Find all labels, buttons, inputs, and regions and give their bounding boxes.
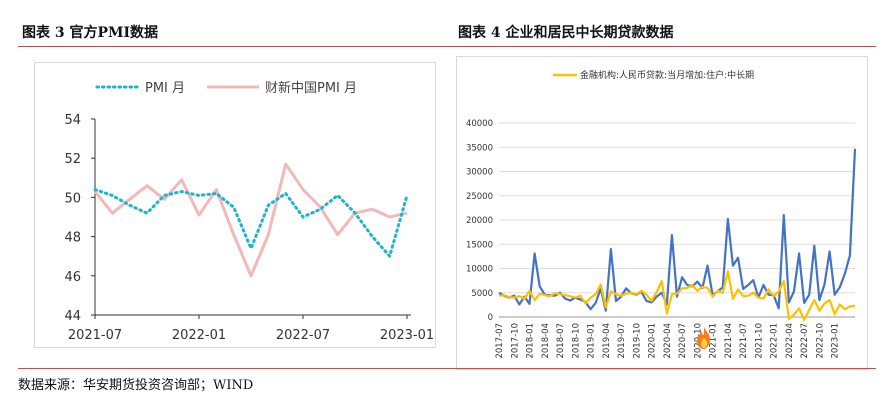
x-tick-label: 2019-07 [617, 323, 627, 359]
y-tick-label: 30000 [466, 168, 493, 178]
legend-label-household-loans: 金融机构:人民币贷款:当月增加:住户:中长期 [580, 69, 754, 81]
x-tick-label: 2021-07 [68, 328, 122, 343]
y-tick-label: 10000 [466, 265, 493, 275]
y-tick-label: 5000 [471, 289, 493, 299]
x-tick-label: 2019-10 [632, 323, 642, 359]
x-tick-label: 2022-07 [276, 328, 330, 343]
y-tick-label: 0 [488, 313, 493, 323]
pmi-chart: 44 46 48 50 52 54 2021-07 2022-01 2022-07 2023-01… [64, 80, 434, 343]
left-figure-title: 图表 3 官方PMI数据 [22, 25, 159, 41]
title-rule [18, 46, 876, 47]
x-tick-label: 2023-01 [831, 323, 841, 359]
x-tick-label: 2023-01 [380, 328, 434, 343]
x-tick-label: 2022-01 [770, 323, 780, 359]
x-tick-label: 2020-01 [648, 323, 658, 359]
x-tick-label: 2022-01 [172, 328, 226, 343]
right-figure-title: 图表 4 企业和居民中长期贷款数据 [458, 25, 674, 41]
y-tick-label: 25000 [466, 192, 493, 202]
y-tick-label: 46 [64, 270, 81, 285]
x-tick-label: 2022-07 [800, 323, 810, 359]
y-tick-label: 35000 [466, 143, 493, 153]
legend-label-official-pmi: PMI 月 [145, 81, 185, 96]
x-tick-label: 2019-01 [587, 323, 597, 359]
source-note: 数据来源：华安期货投资咨询部；WIND [18, 378, 254, 393]
series-enterprise-long-term-loans [498, 148, 857, 312]
loan-chart-panel: 0 5000 10000 15000 20000 25000 30000 35000 40000… [456, 56, 868, 370]
y-tick-label: 52 [64, 152, 81, 167]
legend-label-caixin-pmi: 财新中国PMI 月 [265, 80, 357, 96]
x-tick-label: 2021-01 [709, 323, 719, 359]
y-tick-label: 40000 [466, 119, 493, 129]
flame-icon [697, 327, 711, 349]
y-tick-label: 20000 [466, 216, 493, 226]
x-tick-label: 2020-04 [663, 323, 673, 359]
x-tick-label: 2022-10 [815, 323, 825, 359]
x-tick-label: 2018-01 [526, 323, 536, 359]
x-tick-label: 2019-04 [602, 323, 612, 359]
x-tick-label: 2018-10 [571, 323, 581, 359]
y-tick-label: 15000 [466, 240, 493, 250]
x-tick-label: 2022-04 [785, 323, 795, 359]
y-tick-label: 50 [64, 191, 81, 206]
x-tick-label: 2021-04 [724, 323, 734, 359]
x-tick-label: 2021-10 [754, 323, 764, 359]
x-tick-label: 2021-07 [739, 323, 749, 359]
y-tick-label: 48 [64, 231, 81, 246]
footer-rule [18, 368, 876, 369]
y-tick-label: 44 [64, 309, 81, 324]
x-tick-label: 2017-10 [510, 323, 520, 359]
x-tick-label: 2017-07 [495, 323, 505, 359]
y-tick-label: 54 [64, 113, 81, 128]
loan-chart: 0 5000 10000 15000 20000 25000 30000 35000 40000… [466, 69, 857, 359]
series-official-pmi [93, 188, 409, 260]
x-tick-label: 2018-07 [556, 323, 566, 359]
pmi-chart-panel: 44 46 48 50 52 54 2021-07 2022-01 2022-07 2023-01… [34, 62, 436, 348]
x-tick-label: 2020-07 [678, 323, 688, 359]
x-tick-label: 2018-04 [541, 323, 551, 359]
series-household-long-term-loans [498, 270, 856, 322]
